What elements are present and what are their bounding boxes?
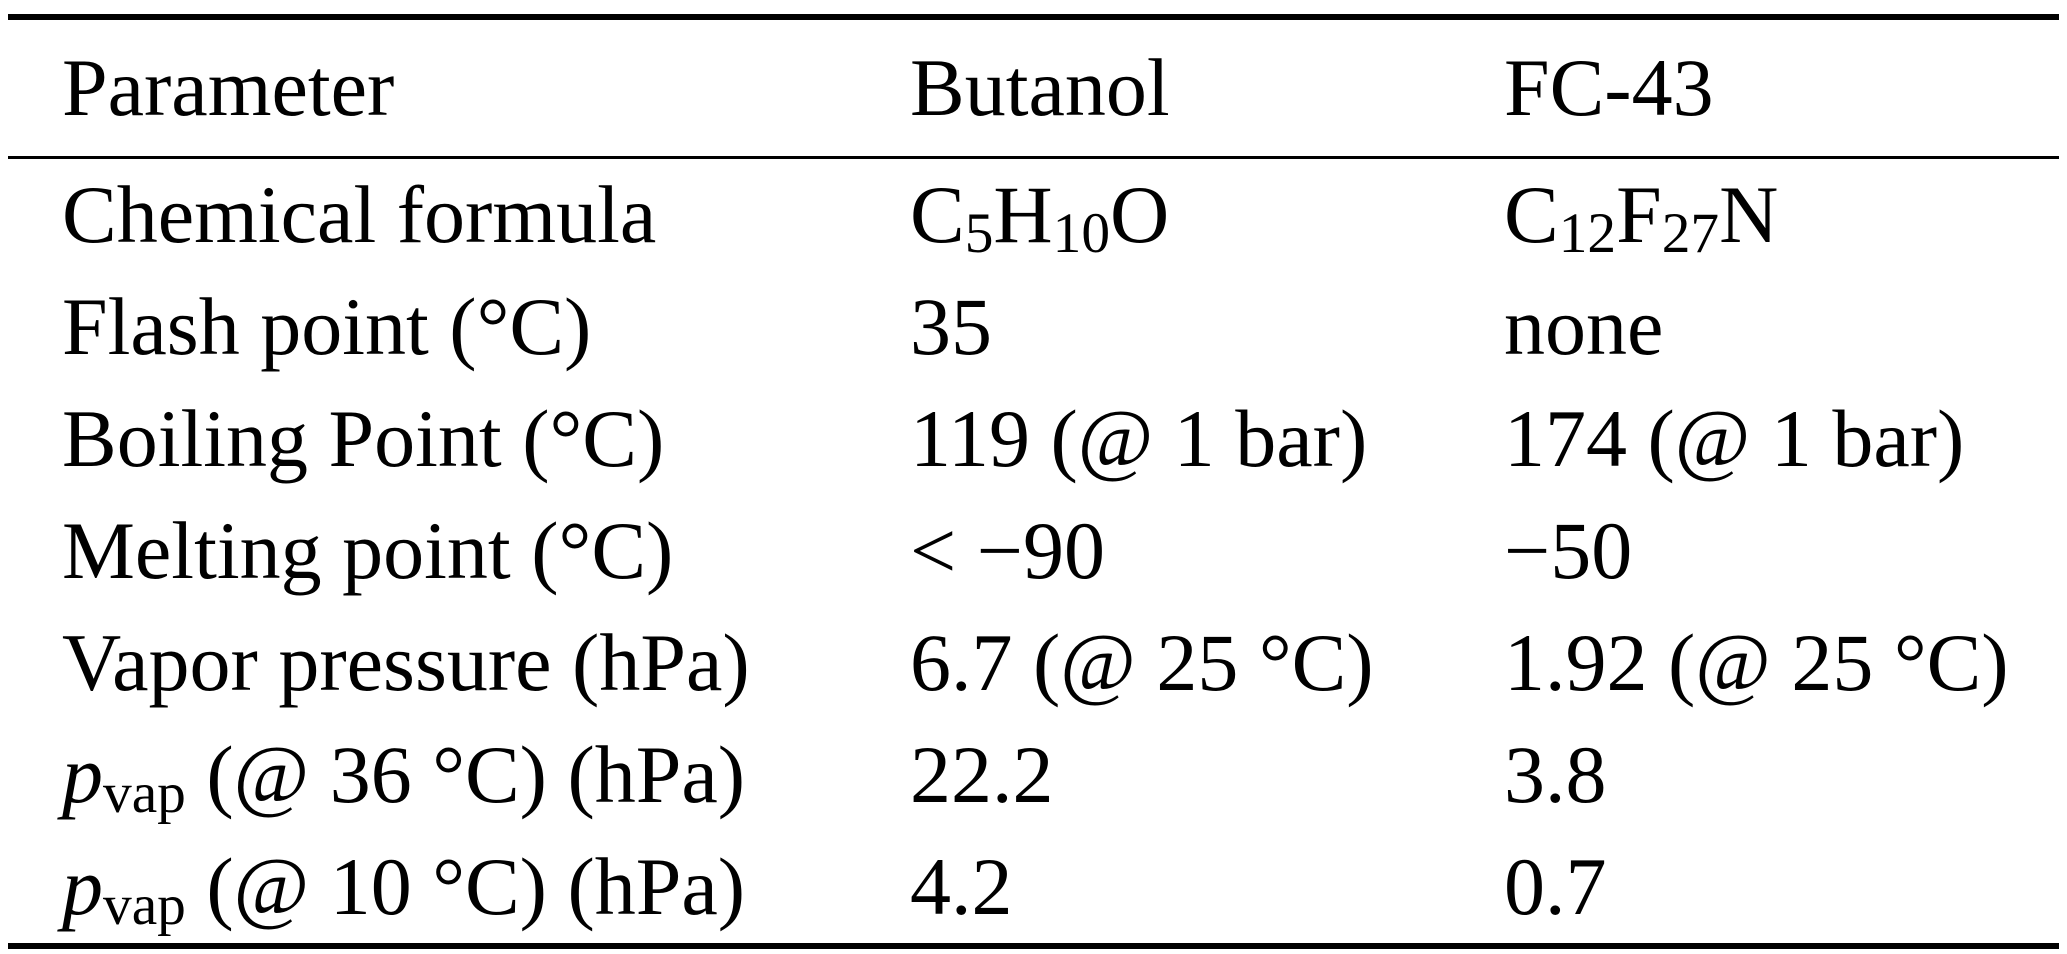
cell-butanol: 119 (@ 1 bar) <box>910 393 1368 484</box>
cell-fc43: C12F27N <box>1504 169 1779 266</box>
cell-parameter: Boiling Point (°C) <box>62 393 665 484</box>
cell-fc43: 174 (@ 1 bar) <box>1504 393 1965 484</box>
table-row: Boiling Point (°C) 119 (@ 1 bar) 174 (@ 1 … <box>8 383 2059 495</box>
cell-fc43: none <box>1504 281 1664 372</box>
cell-parameter: Chemical formula <box>62 169 657 260</box>
table-header-row: Parameter Butanol FC-43 <box>8 20 2059 156</box>
cell-butanol: 22.2 <box>910 729 1054 820</box>
table-row: pvap (@ 36 °C) (hPa) 22.2 3.8 <box>8 719 2059 831</box>
cell-fc43: 1.92 (@ 25 °C) <box>1504 617 2009 708</box>
comparison-table: Parameter Butanol FC-43 Chemical formula… <box>8 14 2059 949</box>
cell-fc43: 3.8 <box>1504 729 1607 820</box>
table-row: Flash point (°C) 35 none <box>8 271 2059 383</box>
table-row: Melting point (°C) < −90 −50 <box>8 495 2059 607</box>
column-header-parameter: Parameter <box>62 42 395 133</box>
table-row: Vapor pressure (hPa) 6.7 (@ 25 °C) 1.92 (@… <box>8 607 2059 719</box>
header-rule <box>8 156 2059 159</box>
cell-parameter: Melting point (°C) <box>62 505 674 596</box>
table-body: Chemical formula C5H10O C12F27N Flash point… <box>8 159 2059 943</box>
column-header-fc43: FC-43 <box>1504 42 1714 133</box>
cell-parameter: Vapor pressure (hPa) <box>62 617 750 708</box>
bottom-rule <box>8 943 2059 949</box>
cell-butanol: 6.7 (@ 25 °C) <box>910 617 1374 708</box>
cell-parameter: pvap (@ 36 °C) (hPa) <box>62 729 746 826</box>
cell-butanol: 4.2 <box>910 841 1013 932</box>
cell-butanol: 35 <box>910 281 992 372</box>
cell-parameter: Flash point (°C) <box>62 281 592 372</box>
cell-parameter: pvap (@ 10 °C) (hPa) <box>62 841 746 938</box>
cell-butanol: C5H10O <box>910 169 1170 266</box>
table-row: pvap (@ 10 °C) (hPa) 4.2 0.7 <box>8 831 2059 943</box>
cell-butanol: < −90 <box>910 505 1105 596</box>
cell-fc43: 0.7 <box>1504 841 1607 932</box>
column-header-butanol: Butanol <box>910 42 1170 133</box>
top-rule <box>8 14 2059 20</box>
table-row: Chemical formula C5H10O C12F27N <box>8 159 2059 271</box>
cell-fc43: −50 <box>1504 505 1633 596</box>
